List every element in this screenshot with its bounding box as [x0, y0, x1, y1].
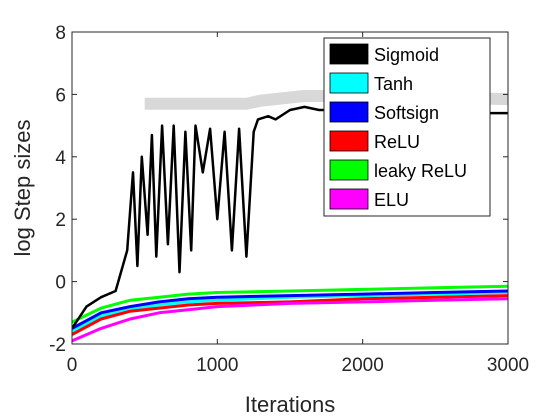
legend-label-3: ReLU	[374, 132, 420, 152]
x-tick-label: 3000	[487, 355, 529, 376]
legend-swatch-1	[329, 72, 369, 94]
series-layer	[72, 105, 508, 343]
legend-label-4: leaky ReLU	[374, 161, 467, 181]
legend-label-0: Sigmoid	[374, 45, 439, 65]
x-axis: 0 1000 2000 3000	[67, 32, 529, 376]
y-axis: -2 0 2 4 6 8	[49, 23, 508, 356]
legend-swatch-2	[329, 101, 369, 123]
y-tick-label: 0	[55, 273, 66, 294]
legend-label-2: Softsign	[374, 103, 439, 123]
legend-swatch-3	[329, 130, 369, 152]
legend-label-1: Tanh	[374, 74, 413, 94]
y-tick-label: 4	[55, 148, 66, 169]
series-line-1	[72, 291, 508, 333]
x-axis-label: Iterations	[245, 392, 336, 417]
legend-label-5: ELU	[374, 190, 409, 210]
y-tick-label: 8	[55, 23, 66, 44]
series-line-5	[72, 297, 508, 343]
series-line-3	[72, 294, 508, 336]
y-tick-label: -2	[49, 335, 66, 356]
x-tick-label: 2000	[342, 355, 384, 376]
legend-swatch-0	[329, 43, 369, 65]
x-tick-label: 0	[67, 355, 78, 376]
y-tick-label: 2	[55, 210, 66, 231]
y-axis-label: log Step sizes	[10, 120, 35, 257]
x-tick-label: 1000	[196, 355, 238, 376]
plot-frame	[71, 31, 509, 345]
legend-swatch-4	[329, 159, 369, 181]
legend-swatch-5	[329, 188, 369, 210]
y-tick-label: 6	[55, 85, 66, 106]
legend-box	[323, 37, 491, 217]
series-line-2	[72, 289, 508, 330]
series-line-4	[72, 284, 508, 324]
legend: Sigmoid Tanh Softsign ReLU leaky ReLU ELU	[323, 37, 491, 217]
